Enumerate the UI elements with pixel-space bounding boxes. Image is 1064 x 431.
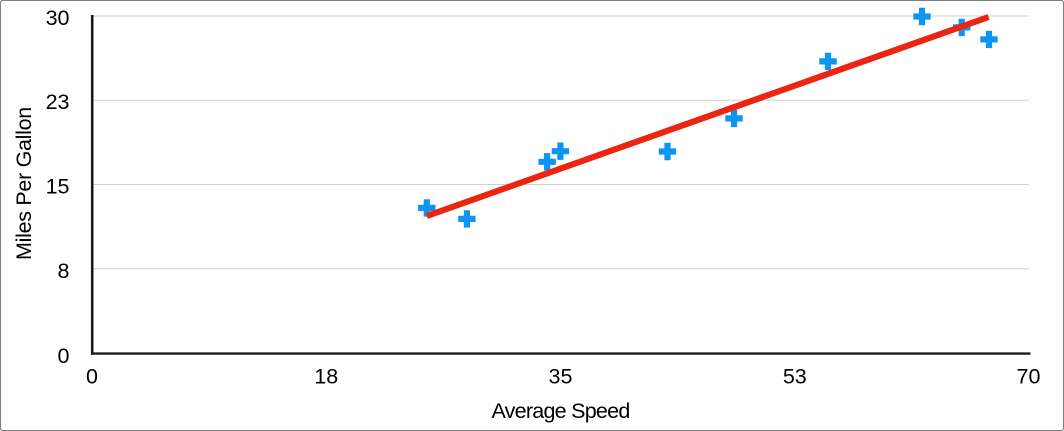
svg-text:0: 0 <box>58 344 70 368</box>
svg-text:8: 8 <box>58 259 70 283</box>
svg-text:35: 35 <box>549 365 573 389</box>
svg-text:30: 30 <box>46 6 70 30</box>
svg-text:Average Speed: Average Speed <box>491 399 629 423</box>
svg-text:18: 18 <box>314 365 338 389</box>
svg-text:70: 70 <box>1017 365 1041 389</box>
svg-text:23: 23 <box>46 90 70 114</box>
svg-text:Miles Per Gallon: Miles Per Gallon <box>12 107 36 260</box>
svg-text:53: 53 <box>783 365 807 389</box>
svg-text:15: 15 <box>46 175 70 199</box>
svg-text:0: 0 <box>86 365 98 389</box>
